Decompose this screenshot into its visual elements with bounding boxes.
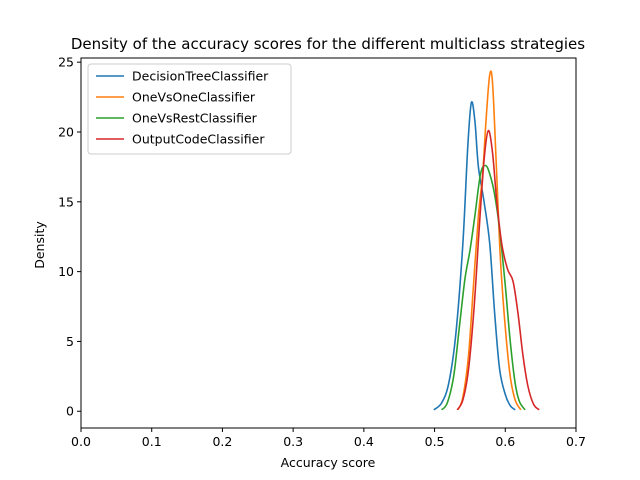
y-tick-label: 0 [66, 404, 74, 419]
legend-entry: OutputCodeClassifier [132, 132, 265, 147]
x-tick-label: 0.4 [354, 434, 374, 449]
axes-frame [80, 57, 577, 429]
y-tick-label: 15 [58, 194, 74, 209]
y-tick-label: 5 [66, 334, 74, 349]
y-tick-label: 10 [58, 264, 74, 279]
x-tick-label: 0.2 [212, 434, 232, 449]
plot-lines [433, 70, 540, 411]
y-tick-label: 20 [58, 125, 74, 140]
legend-entry: OneVsRestClassifier [132, 111, 258, 126]
x-tick-label: 0.0 [71, 434, 91, 449]
x-tick-label: 0.3 [283, 434, 303, 449]
x-axis-ticks: 0.0 0.1 0.2 0.3 0.4 0.5 0.6 0.7 [71, 428, 586, 449]
x-tick-label: 0.7 [566, 434, 586, 449]
series-line-outputcodeclassifier [456, 129, 540, 411]
x-axis-label: Accuracy score [281, 455, 376, 470]
legend-entry: OneVsOneClassifier [132, 90, 256, 105]
y-axis-label: Density [32, 221, 47, 269]
series-line-decisiontreeclassifier [433, 101, 516, 411]
series-line-onevsrestclassifier [441, 164, 526, 411]
chart-title: Density of the accuracy scores for the d… [71, 35, 585, 53]
x-tick-label: 0.1 [142, 434, 162, 449]
legend-box [87, 63, 292, 155]
x-tick-label: 0.6 [495, 434, 515, 449]
y-tick-label: 25 [58, 55, 74, 70]
x-tick-label: 0.5 [425, 434, 445, 449]
legend: DecisionTreeClassifier OneVsOneClassifier… [87, 63, 292, 155]
legend-entry: DecisionTreeClassifier [132, 69, 269, 84]
y-axis-ticks: 0 5 10 15 20 25 [58, 55, 81, 419]
series-line-onevsoneclassifier [457, 70, 522, 411]
